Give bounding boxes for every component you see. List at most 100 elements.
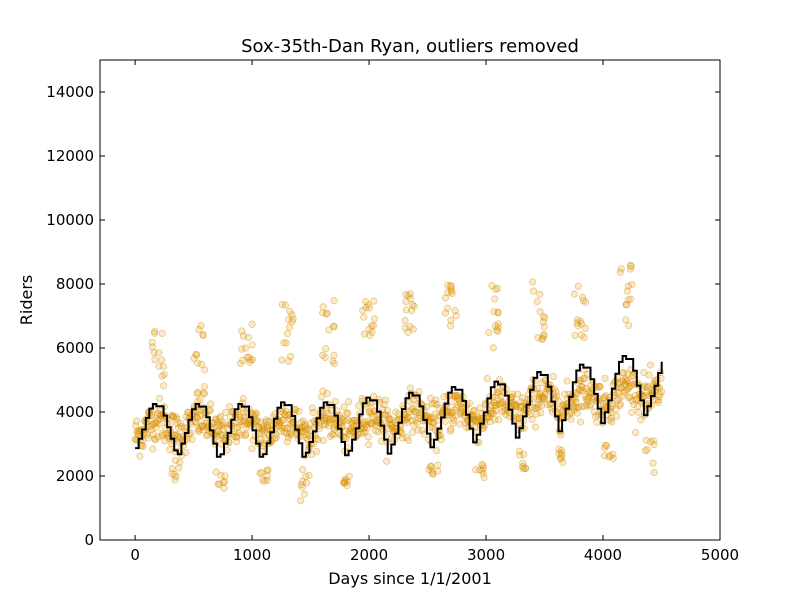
scatter-point — [215, 422, 223, 430]
scatter-point — [489, 344, 497, 352]
scatter-point — [158, 329, 166, 337]
scatter-point — [617, 384, 625, 392]
scatter-point — [577, 331, 585, 339]
scatter-point — [275, 422, 283, 430]
scatter-point — [170, 413, 178, 421]
scatter-point — [411, 408, 419, 416]
scatter-point — [559, 458, 567, 466]
scatter-point — [410, 421, 418, 429]
scatter-point — [444, 289, 452, 297]
scatter-point — [287, 429, 295, 437]
scatter-point — [348, 419, 356, 427]
scatter-point — [649, 437, 657, 445]
scatter-point — [474, 415, 483, 423]
scatter-point — [595, 383, 603, 391]
scatter-point — [496, 399, 504, 408]
scatter-point — [325, 326, 333, 334]
scatter-point — [152, 435, 160, 444]
scatter-point — [519, 459, 527, 467]
scatter-point — [349, 417, 357, 425]
scatter-point — [441, 309, 449, 317]
scatter-point — [533, 390, 541, 398]
scatter-point — [364, 417, 372, 425]
scatter-point — [472, 415, 480, 423]
scatter-point — [488, 282, 496, 290]
scatter-point — [517, 404, 525, 412]
scatter-point — [235, 429, 243, 437]
scatter-point — [382, 396, 390, 404]
scatter-point — [448, 290, 456, 298]
scatter-point — [202, 432, 211, 440]
scatter-point — [581, 375, 589, 383]
scatter-point — [200, 390, 209, 398]
scatter-point — [401, 317, 409, 325]
scatter-point — [447, 409, 455, 417]
scatter-point — [583, 401, 591, 409]
scatter-point — [328, 416, 336, 424]
scatter-point — [240, 414, 248, 422]
scatter-point — [539, 318, 547, 326]
scatter-point — [427, 394, 435, 402]
scatter-point — [532, 404, 540, 412]
scatter-point — [534, 403, 542, 411]
scatter-point — [262, 418, 270, 426]
scatter-point — [285, 315, 293, 324]
scatter-point — [215, 414, 223, 422]
scatter-point — [204, 431, 212, 439]
scatter-point — [168, 470, 176, 478]
scatter-point — [451, 307, 459, 315]
scatter-point — [255, 423, 263, 431]
scatter-point — [313, 447, 321, 455]
scatter-point — [280, 428, 288, 436]
scatter-point — [626, 261, 634, 269]
scatter-point — [390, 424, 398, 432]
scatter-point — [427, 414, 435, 422]
scatter-point — [330, 297, 338, 305]
scatter-point — [522, 464, 530, 473]
scatter-point — [280, 339, 288, 347]
scatter-point — [429, 470, 437, 478]
scatter-point — [623, 386, 631, 394]
scatter-point — [158, 430, 166, 438]
scatter-point — [622, 316, 630, 324]
scatter-point — [483, 375, 491, 383]
scatter-point — [264, 466, 272, 474]
scatter-point — [182, 413, 190, 421]
scatter-point — [212, 415, 220, 423]
scatter-point — [369, 322, 377, 330]
scatter-point — [361, 428, 369, 436]
scatter-point — [640, 368, 648, 376]
scatter-point — [494, 385, 502, 393]
scatter-point — [495, 400, 503, 408]
scatter-point — [497, 400, 506, 408]
scatter-point — [232, 433, 240, 441]
scatter-point — [601, 374, 609, 382]
scatter-point — [368, 409, 376, 417]
scatter-point — [201, 366, 209, 374]
scatter-point — [286, 308, 294, 316]
scatter-point — [645, 371, 653, 379]
scatter-point — [572, 398, 580, 406]
scatter-point — [196, 396, 204, 404]
scatter-point — [235, 419, 243, 427]
scatter-point — [634, 402, 642, 411]
scatter-point — [358, 430, 366, 438]
scatter-point — [366, 409, 374, 417]
scatter-point — [407, 295, 415, 303]
y-tick-label: 0 — [84, 531, 94, 549]
scatter-point — [487, 410, 495, 418]
scatter-point — [276, 419, 284, 427]
scatter-point — [150, 348, 158, 356]
scatter-point — [192, 418, 200, 427]
scatter-point — [430, 399, 439, 407]
scatter-point — [566, 409, 574, 417]
scatter-point — [242, 430, 250, 438]
scatter-point — [491, 416, 499, 424]
scatter-point — [371, 421, 379, 429]
scatter-point — [132, 417, 141, 425]
scatter-point — [608, 418, 616, 426]
scatter-point — [344, 416, 352, 424]
scatter-point — [383, 407, 392, 415]
scatter-point — [174, 420, 182, 428]
scatter-point — [401, 324, 409, 332]
